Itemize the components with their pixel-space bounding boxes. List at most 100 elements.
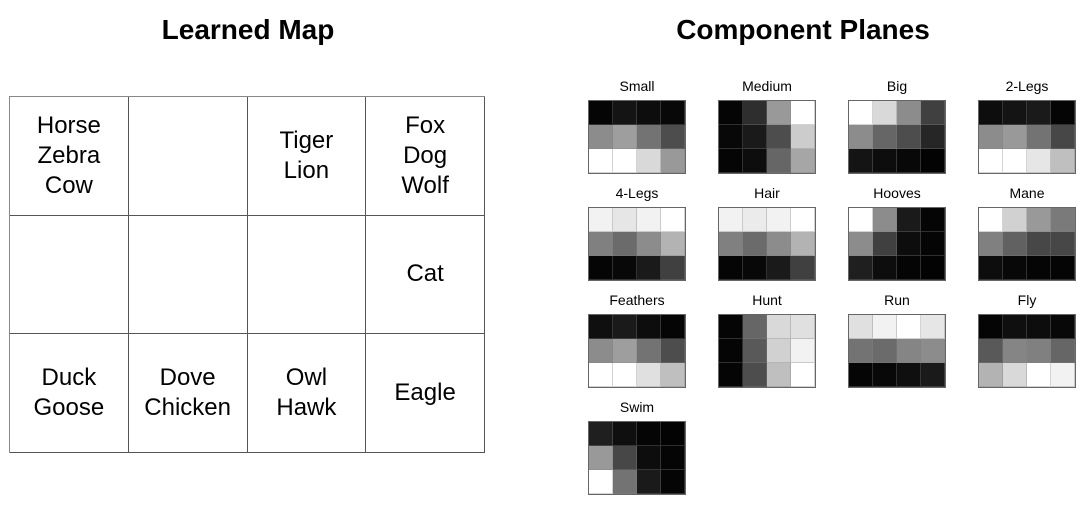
heatmap-cell <box>589 446 613 470</box>
component-plane-hunt: Hunt <box>710 290 830 388</box>
heatmap-cell <box>637 422 661 446</box>
component-plane-medium: Medium <box>710 76 830 174</box>
heatmap-cell <box>767 315 791 339</box>
component-plane-label: Medium <box>742 78 792 94</box>
heatmap-cell <box>637 363 661 387</box>
heatmap-cell <box>613 422 637 446</box>
heatmap-cell <box>897 315 921 339</box>
heatmap-cell <box>979 256 1003 280</box>
heatmap-cell <box>589 339 613 363</box>
map-cell-label: Owl Hawk <box>276 364 337 422</box>
heatmap-cell <box>743 208 767 232</box>
heatmap-cell <box>791 149 815 173</box>
component-plane-heatmap <box>718 314 816 388</box>
heatmap-cell <box>661 208 685 232</box>
map-cell: Tiger Lion <box>247 97 367 216</box>
heatmap-cell <box>661 232 685 256</box>
heatmap-cell <box>637 125 661 149</box>
heatmap-cell <box>849 101 873 125</box>
component-plane-label: Fly <box>1017 292 1037 308</box>
heatmap-cell <box>1003 149 1027 173</box>
heatmap-cell <box>613 446 637 470</box>
heatmap-cell <box>921 315 945 339</box>
heatmap-cell <box>791 101 815 125</box>
heatmap-cell <box>661 125 685 149</box>
heatmap-cell <box>719 256 743 280</box>
heatmap-cell <box>743 339 767 363</box>
heatmap-cell <box>1051 339 1075 363</box>
heatmap-cell <box>719 232 743 256</box>
heatmap-cell <box>1051 149 1075 173</box>
heatmap-cell <box>589 422 613 446</box>
heatmap-cell <box>873 315 897 339</box>
component-plane-label: Hair <box>754 185 780 201</box>
component-plane-heatmap <box>588 421 686 495</box>
component-plane-heatmap <box>588 314 686 388</box>
component-plane-label: Feathers <box>609 292 665 308</box>
map-cell: Fox Dog Wolf <box>366 97 485 216</box>
heatmap-cell <box>661 149 685 173</box>
heatmap-cell <box>589 208 613 232</box>
heatmap-cell <box>719 101 743 125</box>
heatmap-cell <box>1027 125 1051 149</box>
heatmap-cell <box>1027 208 1051 232</box>
heatmap-cell <box>849 256 873 280</box>
component-plane-heatmap <box>848 314 946 388</box>
heatmap-cell <box>979 339 1003 363</box>
heatmap-cell <box>743 125 767 149</box>
component-plane-heatmap <box>978 100 1076 174</box>
heatmap-cell <box>921 101 945 125</box>
heatmap-cell <box>1051 232 1075 256</box>
heatmap-cell <box>921 256 945 280</box>
heatmap-cell <box>897 256 921 280</box>
heatmap-cell <box>897 149 921 173</box>
component-plane-label: Mane <box>1009 185 1045 201</box>
map-cell-label: Fox Dog Wolf <box>401 111 449 199</box>
map-cell: Eagle <box>366 334 485 453</box>
component-plane-hooves: Hooves <box>840 183 960 281</box>
heatmap-cell <box>589 363 613 387</box>
heatmap-cell <box>767 208 791 232</box>
heatmap-cell <box>1003 208 1027 232</box>
heatmap-cell <box>661 101 685 125</box>
heatmap-cell <box>589 232 613 256</box>
heatmap-cell <box>637 446 661 470</box>
heatmap-cell <box>719 208 743 232</box>
heatmap-cell <box>767 125 791 149</box>
heatmap-cell <box>719 125 743 149</box>
heatmap-cell <box>849 232 873 256</box>
map-cell <box>10 215 129 335</box>
component-plane-heatmap <box>848 100 946 174</box>
map-cell <box>128 215 248 335</box>
component-plane-heatmap <box>718 207 816 281</box>
heatmap-cell <box>661 315 685 339</box>
heatmap-cell <box>743 363 767 387</box>
component-plane-feathers: Feathers <box>580 290 700 388</box>
heatmap-cell <box>637 339 661 363</box>
heatmap-cell <box>637 470 661 494</box>
heatmap-cell <box>743 101 767 125</box>
map-cell-label: Duck Goose <box>33 364 105 422</box>
component-plane-hair: Hair <box>710 183 830 281</box>
heatmap-cell <box>979 232 1003 256</box>
map-cell: Dove Chicken <box>128 334 248 453</box>
heatmap-cell <box>791 232 815 256</box>
component-plane-label: Big <box>886 78 908 94</box>
heatmap-cell <box>661 256 685 280</box>
map-cell: Horse Zebra Cow <box>10 97 129 216</box>
heatmap-cell <box>1027 256 1051 280</box>
heatmap-cell <box>719 339 743 363</box>
heatmap-cell <box>613 256 637 280</box>
heatmap-cell <box>637 208 661 232</box>
heatmap-cell <box>743 232 767 256</box>
heatmap-cell <box>979 125 1003 149</box>
heatmap-cell <box>767 149 791 173</box>
heatmap-cell <box>1003 101 1027 125</box>
heatmap-cell <box>897 363 921 387</box>
component-planes-title: Component Planes <box>676 14 930 45</box>
heatmap-cell <box>637 256 661 280</box>
heatmap-cell <box>1003 125 1027 149</box>
heatmap-cell <box>767 256 791 280</box>
map-cell-label: Tiger Lion <box>279 126 334 184</box>
component-plane-heatmap <box>978 314 1076 388</box>
